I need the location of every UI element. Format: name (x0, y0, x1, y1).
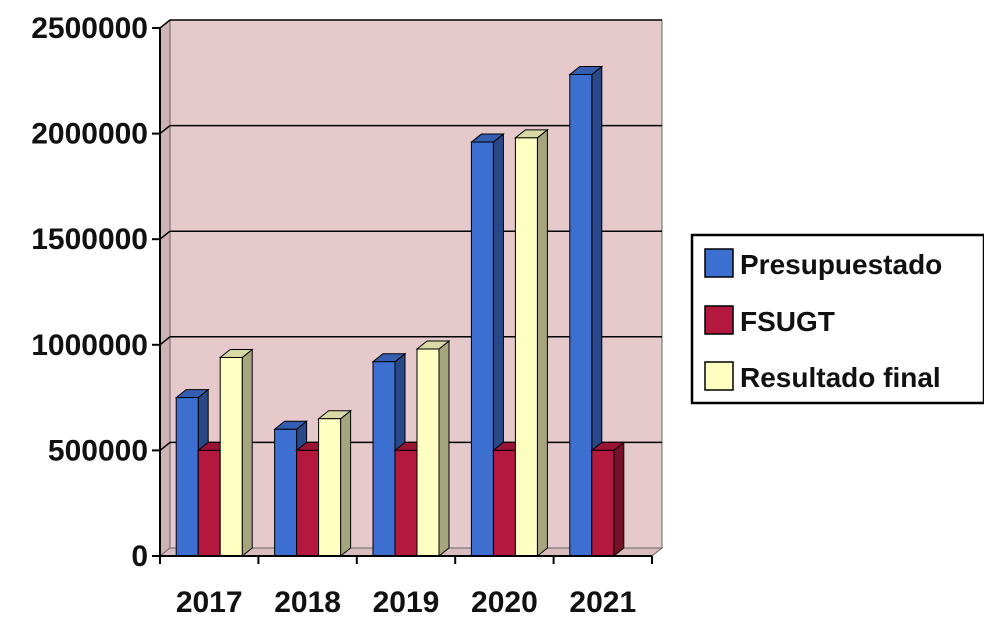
bar-resultado-final-2018 (317, 409, 353, 558)
legend: Presupuestado FSUGT Resultado final (690, 233, 984, 405)
x-tick-label-2018: 2018 (274, 586, 341, 618)
bar-front (470, 141, 494, 557)
gridline-depth (159, 441, 171, 451)
bar-front (394, 449, 418, 557)
bar-front (416, 348, 440, 557)
legend-swatch-fsugt (704, 305, 734, 335)
bar-front (296, 449, 320, 557)
bar-side (438, 339, 450, 558)
axes (159, 28, 653, 564)
bar-front (514, 137, 538, 557)
x-tick-label-2021: 2021 (569, 586, 636, 618)
bar-front (219, 356, 243, 557)
bar-front (197, 449, 221, 557)
y-tick-labels: 0 500000 1000000 1500000 2000000 2500000 (31, 12, 148, 573)
legend-label-resultado-final: Resultado final (740, 362, 941, 393)
bar-front (274, 428, 298, 557)
bar-side (536, 128, 548, 558)
y-tick-label: 0 (131, 540, 148, 573)
gridline-depth (159, 19, 171, 29)
bar-resultado-final-2017 (218, 348, 254, 558)
x-tick-label-2019: 2019 (373, 586, 440, 618)
legend-label-fsugt: FSUGT (740, 306, 835, 337)
x-tick-label-2020: 2020 (471, 586, 538, 618)
bar-side (340, 409, 352, 558)
legend-box (690, 233, 984, 405)
gridline-depth (159, 125, 171, 135)
legend-label-presupuestado: Presupuestado (740, 249, 942, 280)
bar-resultado-final-2020 (513, 128, 549, 558)
bar-front (372, 361, 396, 557)
gridline-depth (159, 230, 171, 240)
gridline-depth (159, 336, 171, 346)
y-tick-label: 2500000 (31, 12, 148, 45)
plot-side-wall (159, 18, 171, 558)
legend-swatch-resultado-final (704, 361, 734, 391)
bar-front (318, 418, 342, 557)
legend-swatch-presupuestado (704, 248, 734, 278)
bar-side (613, 441, 625, 558)
bar-front (569, 73, 593, 557)
y-tick-label: 1500000 (31, 223, 148, 256)
y-tick-label: 1000000 (31, 329, 148, 362)
y-tick-label: 2000000 (31, 118, 148, 151)
bar-fsugt-2021 (590, 441, 626, 558)
bar-resultado-final-2019 (415, 339, 451, 558)
bar-front (591, 449, 615, 557)
x-tick-labels: 2017 2018 2019 2020 2021 (176, 586, 636, 618)
y-tick-label: 500000 (48, 434, 148, 467)
x-tick-label-2017: 2017 (176, 586, 243, 618)
bar-side (241, 348, 253, 558)
bar-front (175, 397, 199, 557)
bars-group (174, 65, 626, 558)
bar-front (492, 449, 516, 557)
